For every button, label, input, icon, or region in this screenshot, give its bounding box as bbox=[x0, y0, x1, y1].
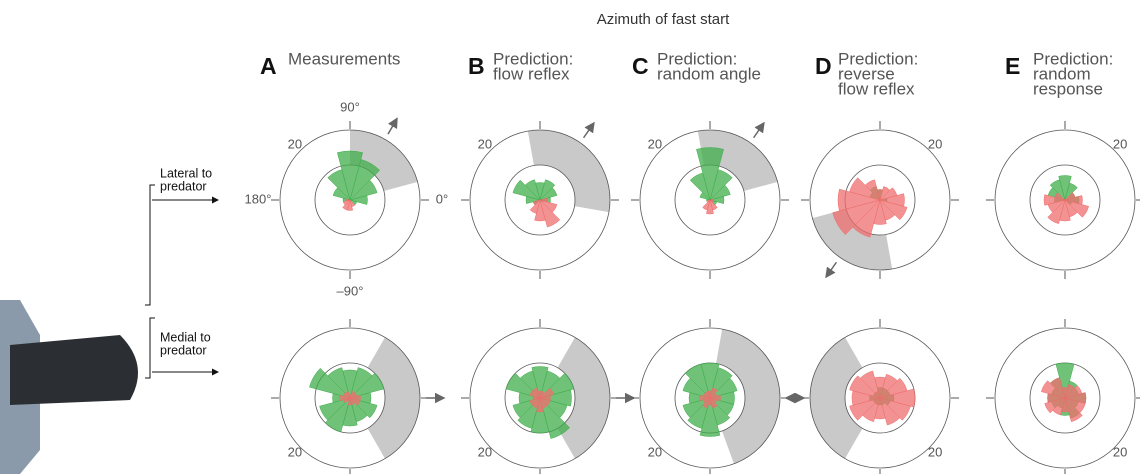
panel-title: flow reflex bbox=[838, 79, 915, 98]
theta-label: 0° bbox=[436, 191, 448, 206]
direction-arrow bbox=[584, 123, 594, 138]
r-label: 20 bbox=[478, 136, 492, 151]
direction-arrow bbox=[754, 123, 764, 138]
theta-label: –90° bbox=[337, 283, 364, 298]
row-label: Lateral to bbox=[160, 166, 212, 180]
row-label: Medial to bbox=[160, 330, 211, 344]
panel-letter: D bbox=[815, 53, 832, 79]
panel-letter: B bbox=[468, 53, 485, 79]
panel-letter: C bbox=[632, 53, 649, 79]
panel-title: Measurements bbox=[288, 49, 400, 68]
panel-letter: A bbox=[260, 53, 277, 79]
direction-arrow bbox=[388, 119, 397, 135]
panel-title: random angle bbox=[657, 64, 761, 83]
r-label: 20 bbox=[648, 136, 662, 151]
panel-title: flow reflex bbox=[493, 64, 570, 83]
row-label: predator bbox=[160, 179, 207, 193]
r-label: 20 bbox=[288, 445, 302, 460]
panel-title: response bbox=[1033, 79, 1103, 98]
direction-arrow bbox=[826, 262, 836, 277]
r-label: 20 bbox=[1113, 445, 1127, 460]
r-label: 20 bbox=[288, 136, 302, 151]
fish-photo bbox=[0, 300, 138, 474]
r-label: 20 bbox=[928, 445, 942, 460]
sector bbox=[368, 337, 420, 458]
theta-label: 180° bbox=[245, 191, 272, 206]
heading: Azimuth of fast start bbox=[597, 11, 730, 28]
panel-letter: E bbox=[1005, 53, 1020, 79]
r-label: 20 bbox=[648, 445, 662, 460]
figure: Azimuth of fast start Lateral topredator… bbox=[0, 0, 1140, 474]
r-label: 20 bbox=[928, 136, 942, 151]
r-label: 20 bbox=[1113, 136, 1127, 151]
row-label: predator bbox=[160, 343, 207, 357]
theta-label: 90° bbox=[340, 99, 360, 114]
r-label: 20 bbox=[478, 445, 492, 460]
